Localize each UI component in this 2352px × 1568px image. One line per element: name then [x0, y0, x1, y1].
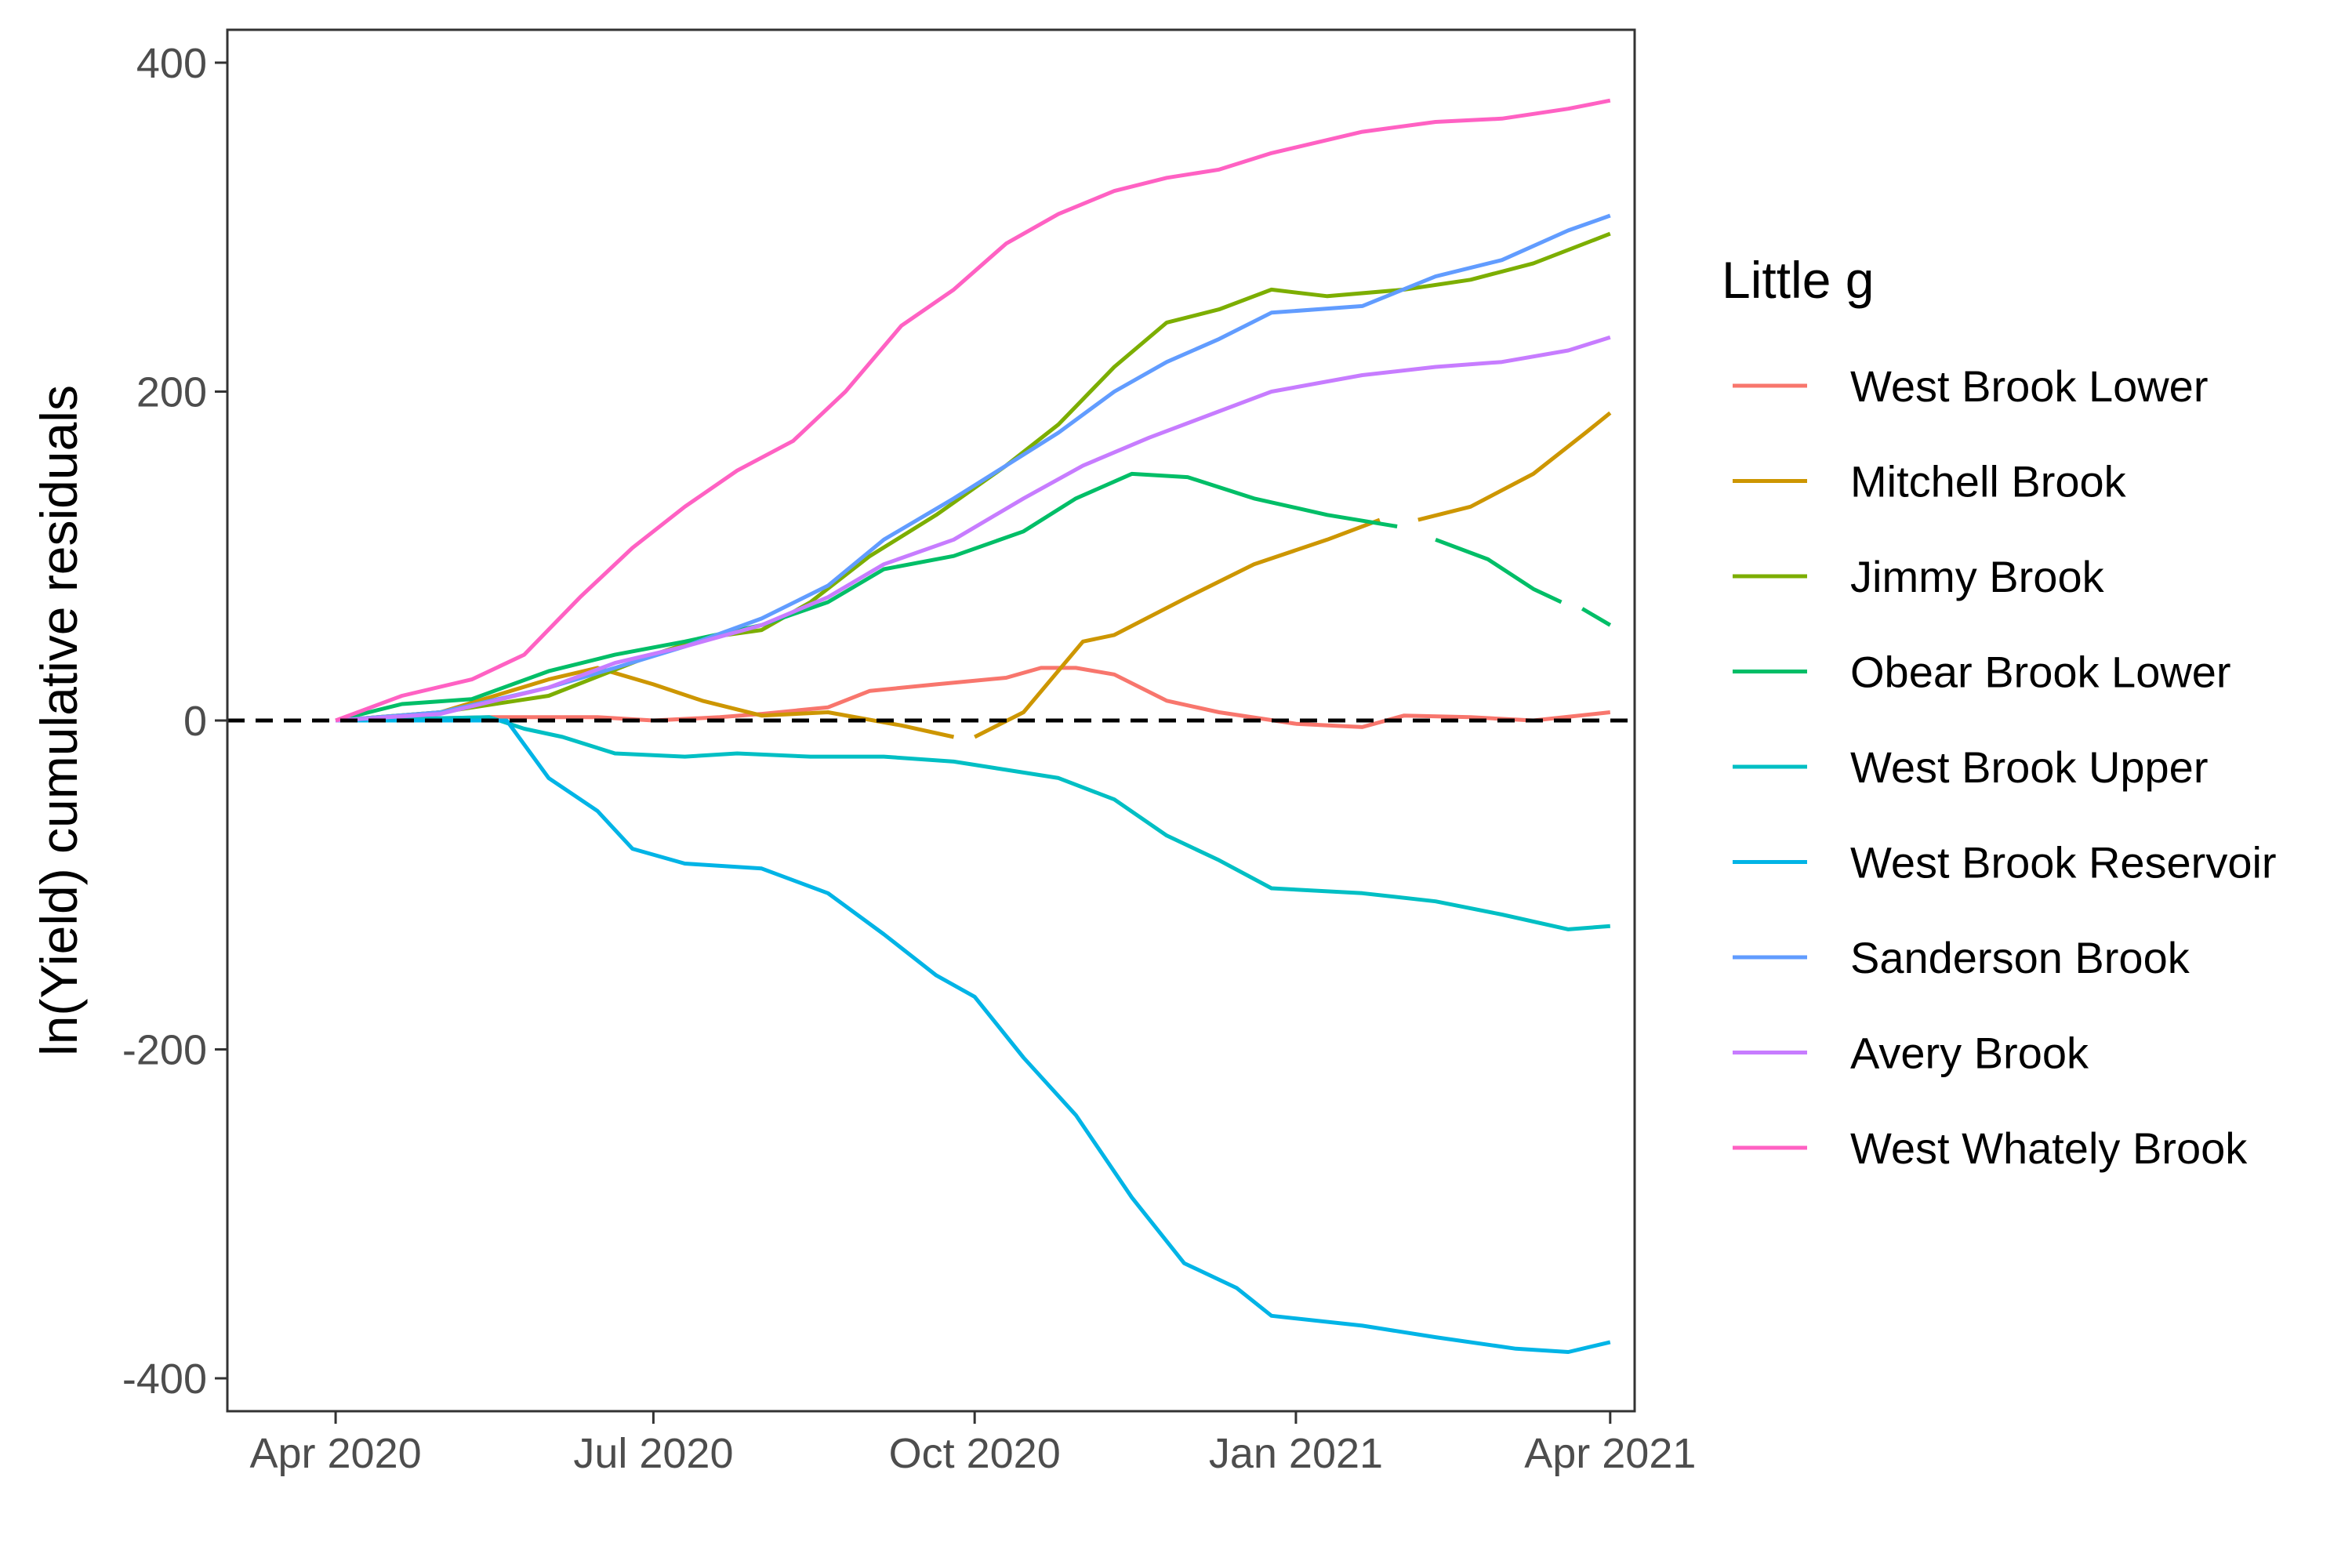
legend-label-7: Avery Brook	[1850, 1029, 2089, 1078]
x-tick-label-1: Jul 2020	[573, 1430, 733, 1477]
legend-label-0: West Brook Lower	[1850, 361, 2208, 411]
legend-label-5: West Brook Reservoir	[1850, 838, 2277, 887]
y-tick-label-0: 400	[136, 40, 207, 87]
series-line-6	[335, 213, 1611, 723]
legend-label-3: Obear Brook Lower	[1850, 648, 2231, 697]
legend-label-6: Sanderson Brook	[1850, 933, 2190, 982]
series-line-8	[335, 98, 1611, 723]
x-tick-label-3: Jan 2021	[1209, 1430, 1383, 1477]
y-tick-label-3: -200	[122, 1027, 207, 1074]
y-axis-title: ln(Yield) cumulative residuals	[30, 385, 88, 1056]
y-tick-label-2: 0	[183, 698, 207, 745]
legend-label-8: West Whately Brook	[1850, 1123, 2248, 1173]
x-axis: Apr 2020 Jul 2020 Oct 2020 Jan 2021 Apr 2021	[249, 1411, 1696, 1477]
legend-items: West Brook Lower Mitchell Brook Jimmy Broo…	[1733, 361, 2277, 1173]
series-line-5	[336, 718, 1611, 1354]
y-tick-label-1: 200	[136, 368, 207, 416]
series-line-3	[335, 471, 1612, 723]
x-tick-label-0: Apr 2020	[249, 1430, 421, 1477]
legend-title: Little g	[1722, 251, 1874, 309]
series-layer	[335, 98, 1612, 1354]
series-line-7	[335, 335, 1611, 723]
series-line-4	[336, 715, 1610, 931]
legend-label-2: Jimmy Brook	[1850, 552, 2105, 601]
x-tick-label-2: Oct 2020	[889, 1430, 1061, 1477]
legend: Little g West Brook Lower Mitchell Brook J…	[1722, 251, 2277, 1173]
y-tick-label-4: -400	[122, 1356, 207, 1403]
legend-label-1: Mitchell Brook	[1850, 457, 2127, 506]
x-tick-label-4: Apr 2021	[1524, 1430, 1696, 1477]
y-axis: 400 200 0 -200 -400	[122, 40, 227, 1403]
legend-label-4: West Brook Upper	[1850, 742, 2208, 792]
